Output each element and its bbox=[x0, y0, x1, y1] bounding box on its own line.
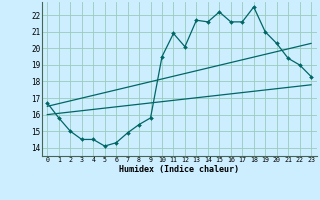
X-axis label: Humidex (Indice chaleur): Humidex (Indice chaleur) bbox=[119, 165, 239, 174]
